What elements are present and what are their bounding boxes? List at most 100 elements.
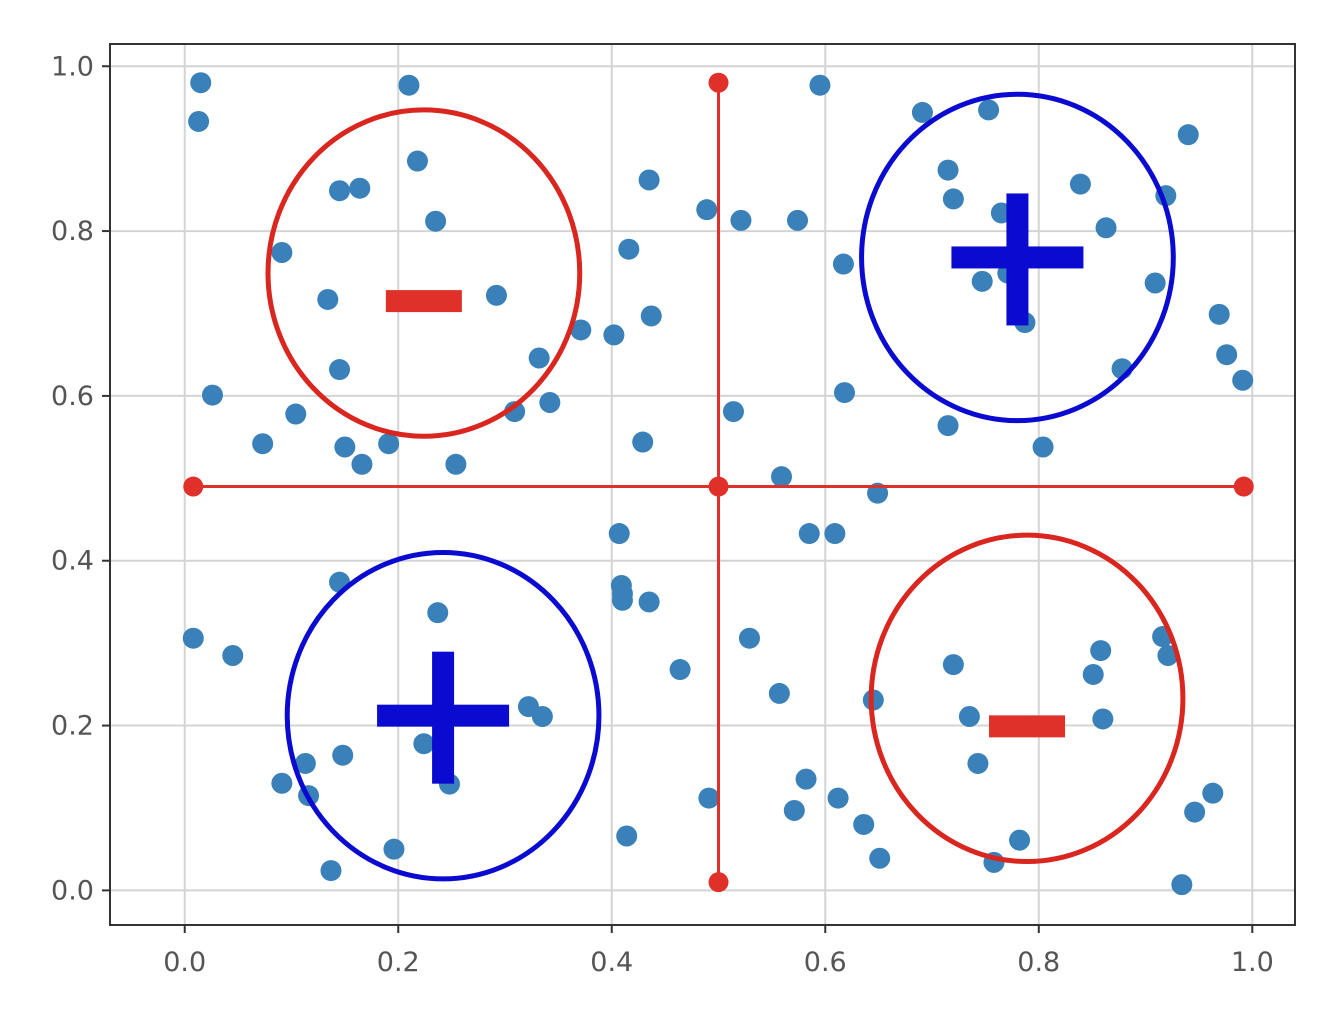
x-tick-label: 1.0: [1231, 947, 1274, 978]
data-point: [638, 169, 660, 191]
annotations: [183, 72, 1254, 893]
y-tick-label: 0.6: [51, 381, 94, 412]
data-point: [504, 401, 526, 423]
y-tick-label: 0.4: [51, 546, 94, 577]
data-point: [971, 270, 993, 292]
data-point: [190, 72, 212, 94]
data-point: [425, 210, 447, 232]
data-point: [1144, 272, 1166, 294]
data-point: [1092, 708, 1114, 730]
region-circle: [868, 532, 1186, 865]
data-point: [783, 799, 805, 821]
data-point: [768, 682, 790, 704]
data-point: [528, 347, 550, 369]
data-point: [798, 523, 820, 545]
minus-sign: [989, 715, 1066, 738]
split-endpoint-dot: [183, 476, 204, 497]
data-point: [1069, 173, 1091, 195]
data-point: [252, 433, 274, 455]
data-point: [869, 847, 891, 869]
data-point: [853, 813, 875, 835]
data-point: [942, 654, 964, 676]
data-point: [271, 242, 293, 264]
y-tick-label: 1.0: [51, 51, 94, 82]
region-circle: [265, 107, 583, 439]
data-point: [771, 466, 792, 488]
split-endpoint-dot: [1233, 476, 1254, 497]
data-point: [294, 752, 316, 774]
data-point: [698, 787, 720, 809]
data-point: [332, 744, 354, 766]
split-endpoint-dot: [708, 72, 729, 93]
split-endpoint-dot: [708, 872, 729, 893]
x-tick-label: 0.4: [590, 947, 633, 978]
plus-sign-vertical: [432, 651, 455, 784]
data-point: [730, 209, 752, 231]
data-point: [329, 180, 351, 202]
minus-sign: [385, 290, 462, 313]
data-point: [618, 238, 640, 260]
data-point: [406, 150, 428, 172]
data-point: [942, 188, 964, 210]
data-point: [320, 860, 342, 882]
data-point: [827, 787, 849, 809]
split-endpoint-dot: [708, 476, 729, 497]
data-point: [809, 74, 831, 96]
data-point: [958, 705, 980, 727]
data-point: [1032, 436, 1054, 458]
data-point: [1216, 344, 1238, 366]
data-point: [1232, 369, 1254, 391]
data-point: [1171, 874, 1193, 896]
data-point: [427, 602, 449, 624]
data-point: [1157, 645, 1179, 667]
data-point: [638, 591, 660, 613]
data-point: [182, 627, 204, 649]
data-point: [833, 382, 855, 404]
data-point: [271, 772, 293, 794]
data-point: [222, 645, 244, 667]
y-tick-label: 0.0: [51, 875, 94, 906]
region-circle: [284, 549, 602, 882]
data-point: [413, 733, 435, 755]
data-point: [378, 433, 400, 455]
data-point: [1208, 303, 1230, 325]
points: [182, 72, 1254, 896]
data-point: [824, 523, 846, 545]
data-point: [978, 99, 1000, 121]
data-point: [608, 523, 630, 545]
data-point: [201, 384, 223, 406]
x-tick-label: 0.6: [804, 947, 847, 978]
data-point: [787, 209, 809, 231]
data-point: [937, 415, 959, 437]
data-point: [351, 453, 373, 475]
y-tick-label: 0.2: [51, 711, 94, 742]
data-point: [570, 319, 592, 341]
data-point: [1184, 801, 1206, 823]
data-point: [632, 431, 654, 453]
data-point: [349, 177, 371, 199]
data-point: [1095, 217, 1117, 239]
data-point: [539, 391, 561, 413]
data-point: [603, 324, 625, 346]
data-point: [383, 838, 405, 860]
data-point: [485, 284, 507, 306]
data-point: [616, 825, 638, 847]
x-tick-label: 0.8: [1017, 947, 1060, 978]
data-point: [722, 401, 744, 423]
data-point: [1202, 782, 1224, 804]
region-circle: [859, 91, 1176, 424]
data-point: [188, 110, 210, 132]
data-point: [611, 589, 633, 611]
y-tick-label: 0.8: [51, 216, 94, 247]
data-point: [669, 659, 691, 681]
data-point: [334, 436, 356, 458]
data-point: [398, 74, 420, 96]
data-point: [738, 627, 760, 649]
data-point: [832, 253, 854, 275]
data-point: [911, 101, 933, 123]
ticks: 0.0 0.2 0.4 0.6 0.8 1.0 0.0 0.2 0.4 0.6 0.8 1.0: [51, 51, 1274, 978]
x-tick-label: 0.2: [377, 947, 420, 978]
data-point: [1082, 663, 1104, 685]
data-point: [640, 305, 662, 327]
data-point: [696, 199, 718, 221]
